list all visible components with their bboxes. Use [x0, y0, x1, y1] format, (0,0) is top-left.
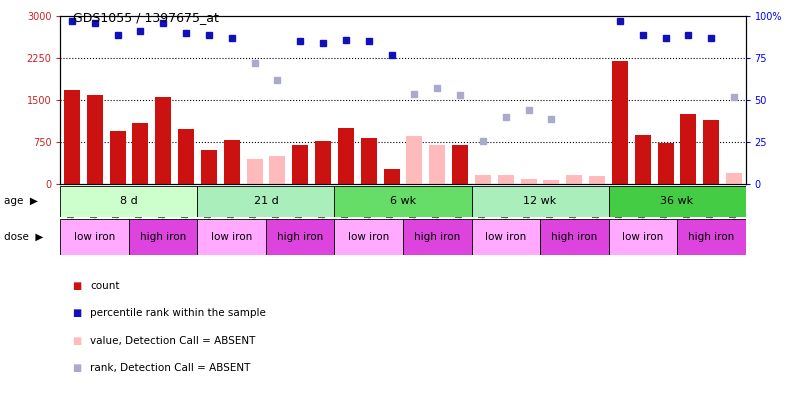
Bar [658, 143, 674, 184]
Bar [178, 129, 194, 184]
Bar [543, 180, 559, 184]
Bar [361, 138, 376, 184]
Bar [635, 135, 650, 184]
Text: low iron: low iron [348, 232, 389, 242]
Text: high iron: high iron [414, 232, 460, 242]
Bar [266, 219, 334, 255]
Bar [269, 156, 285, 184]
Bar [609, 219, 677, 255]
Bar [64, 90, 80, 184]
Bar [384, 168, 400, 184]
Bar [521, 179, 537, 184]
Bar [247, 159, 263, 184]
Bar [201, 149, 217, 184]
Bar [704, 120, 719, 184]
Text: 21 d: 21 d [254, 196, 278, 207]
Bar [540, 219, 609, 255]
Bar [132, 123, 148, 184]
Text: low iron: low iron [74, 232, 115, 242]
Text: 36 wk: 36 wk [660, 196, 694, 207]
Text: rank, Detection Call = ABSENT: rank, Detection Call = ABSENT [90, 363, 251, 373]
Bar [472, 186, 609, 217]
Bar [680, 114, 696, 184]
Bar [612, 61, 628, 184]
Text: 6 wk: 6 wk [390, 196, 416, 207]
Text: GDS1055 / 1397675_at: GDS1055 / 1397675_at [73, 11, 218, 24]
Bar [197, 186, 334, 217]
Bar [197, 219, 266, 255]
Text: 8 d: 8 d [120, 196, 138, 207]
Bar [87, 95, 102, 184]
Bar [475, 175, 491, 184]
Bar [472, 219, 540, 255]
Text: low iron: low iron [485, 232, 526, 242]
Bar [677, 219, 746, 255]
Text: low iron: low iron [622, 232, 663, 242]
Bar [334, 186, 472, 217]
Bar [129, 219, 197, 255]
Bar [403, 219, 472, 255]
Text: low iron: low iron [211, 232, 252, 242]
Text: age  ▶: age ▶ [4, 196, 38, 207]
Bar [452, 145, 468, 184]
Text: ■: ■ [73, 336, 81, 345]
Bar [156, 97, 171, 184]
Bar [430, 145, 445, 184]
Text: high iron: high iron [551, 232, 597, 242]
Bar [60, 186, 197, 217]
Text: high iron: high iron [277, 232, 323, 242]
Bar [110, 131, 126, 184]
Bar [609, 186, 746, 217]
Bar [498, 175, 513, 184]
Text: high iron: high iron [688, 232, 734, 242]
Text: ■: ■ [73, 281, 81, 290]
Bar [315, 141, 331, 184]
Bar [589, 176, 605, 184]
Text: ■: ■ [73, 308, 81, 318]
Bar [406, 136, 422, 184]
Bar [293, 145, 308, 184]
Text: high iron: high iron [140, 232, 186, 242]
Text: count: count [90, 281, 120, 290]
Bar [338, 128, 354, 184]
Text: ■: ■ [73, 363, 81, 373]
Bar [60, 219, 129, 255]
Bar [567, 175, 582, 184]
Bar [334, 219, 403, 255]
Text: percentile rank within the sample: percentile rank within the sample [90, 308, 266, 318]
Bar [726, 173, 742, 184]
Text: dose  ▶: dose ▶ [4, 232, 44, 242]
Text: value, Detection Call = ABSENT: value, Detection Call = ABSENT [90, 336, 256, 345]
Bar [224, 140, 239, 184]
Text: 12 wk: 12 wk [523, 196, 557, 207]
